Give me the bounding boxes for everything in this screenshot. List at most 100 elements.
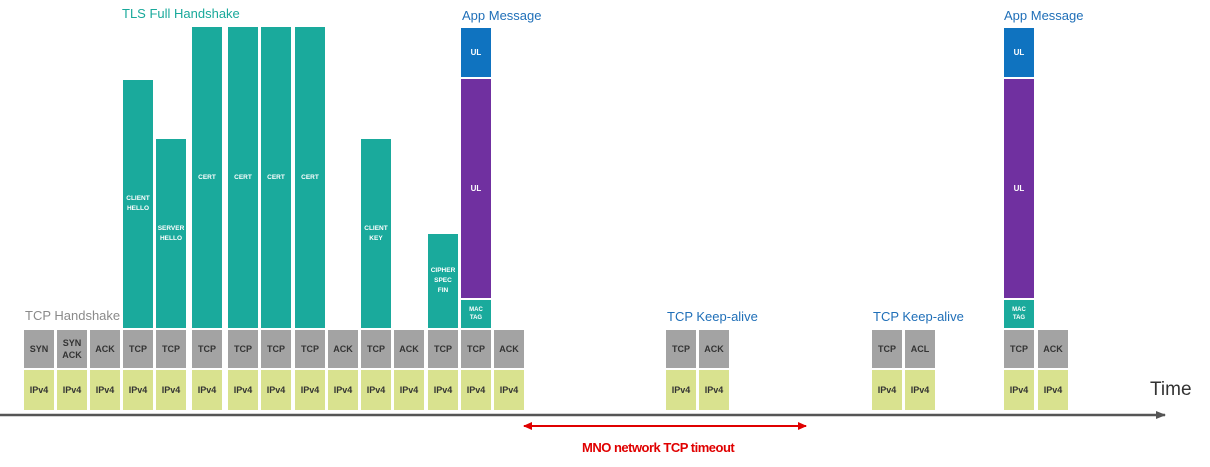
app-msg-2-mac-tag-block-text: MAC TAG — [1012, 307, 1026, 321]
server-hello-payload-block: SERVER HELLO — [156, 139, 186, 328]
cert-2-payload-block-text: CERT — [234, 173, 252, 181]
cert-4-header-block-text: TCP — [301, 344, 319, 354]
ack-5-header-block: ACK — [1038, 330, 1068, 368]
app-msg-1-ul-header-block: UL — [461, 28, 491, 77]
app-msg-2-ipv4-block: IPv4 — [1004, 370, 1034, 410]
ack-5-header-block-text: ACK — [1043, 344, 1063, 354]
cipher-spec-fin-payload-block-text: CIPHER SPEC FIN — [430, 267, 456, 294]
tls-full-handshake-label: TLS Full Handshake — [122, 6, 240, 21]
app-msg-1-ul-header-block-text: UL — [470, 48, 482, 57]
cert-1-payload-block: CERT — [192, 27, 222, 328]
ack-2-header-block: ACK — [328, 330, 358, 368]
cert-1-header-block: TCP — [192, 330, 222, 368]
cipher-spec-fin-payload-block: CIPHER SPEC FIN — [428, 234, 458, 328]
ack-5-ipv4-block-text: IPv4 — [1043, 385, 1063, 395]
syn-ack-header-block-text: SYN ACK — [62, 338, 82, 360]
client-key-payload-block: CLIENT KEY — [361, 139, 391, 328]
app-msg-2-ul-header-block: UL — [1004, 28, 1034, 77]
cert-4-header-block: TCP — [295, 330, 325, 368]
client-hello-header-block-text: TCP — [129, 344, 147, 354]
cert-3-header-block: TCP — [261, 330, 291, 368]
ack-2-header-block-text: ACK — [333, 344, 353, 354]
syn-ack-header-block: SYN ACK — [57, 330, 87, 368]
cert-4-payload-block-text: CERT — [301, 173, 319, 181]
cert-1-header-block-text: TCP — [198, 344, 216, 354]
cert-3-payload-block: CERT — [261, 27, 291, 328]
cipher-spec-fin-header-block: TCP — [428, 330, 458, 368]
ack-3-header-block-text: ACK — [399, 344, 419, 354]
app-msg-1-mac-tag-block-text: MAC TAG — [469, 307, 483, 321]
keepalive-1-tcp-header-block-text: TCP — [672, 344, 690, 354]
cert-2-payload-block: CERT — [228, 27, 258, 328]
app-message-label-1: App Message — [462, 8, 542, 23]
cert-3-header-block-text: TCP — [267, 344, 285, 354]
app-msg-2-ipv4-block-text: IPv4 — [1009, 385, 1029, 395]
server-hello-ipv4-block-text: IPv4 — [161, 385, 181, 395]
client-key-header-block-text: TCP — [367, 344, 385, 354]
cert-1-ipv4-block-text: IPv4 — [197, 385, 217, 395]
ack-5-ipv4-block: IPv4 — [1038, 370, 1068, 410]
ack-2-ipv4-block-text: IPv4 — [333, 385, 353, 395]
ack-1-header-block: ACK — [90, 330, 120, 368]
ack-1-ipv4-block: IPv4 — [90, 370, 120, 410]
server-hello-header-block-text: TCP — [162, 344, 180, 354]
app-msg-1-ul-payload-block-text: UL — [470, 184, 482, 193]
cert-2-header-block-text: TCP — [234, 344, 252, 354]
app-msg-1-ipv4-block-text: IPv4 — [466, 385, 486, 395]
app-msg-2-ul-payload-block-text: UL — [1013, 184, 1025, 193]
client-hello-ipv4-block-text: IPv4 — [128, 385, 148, 395]
app-msg-2-ul-payload-block: UL — [1004, 79, 1034, 298]
server-hello-ipv4-block: IPv4 — [156, 370, 186, 410]
app-message-label-2: App Message — [1004, 8, 1084, 23]
app-msg-2-header-block-text: TCP — [1010, 344, 1028, 354]
keepalive-1-ack-ipv4-block-text: IPv4 — [704, 385, 724, 395]
cert-2-header-block: TCP — [228, 330, 258, 368]
cert-3-ipv4-block-text: IPv4 — [266, 385, 286, 395]
keepalive-1-ack-header-block-text: ACK — [704, 344, 724, 354]
keepalive-2-acl-ipv4-block-text: IPv4 — [910, 385, 930, 395]
keepalive-1-tcp-header-block: TCP — [666, 330, 696, 368]
keepalive-2-tcp-header-block-text: TCP — [878, 344, 896, 354]
ack-1-header-block-text: ACK — [95, 344, 115, 354]
keepalive-2-tcp-ipv4-block-text: IPv4 — [877, 385, 897, 395]
client-hello-payload-block: CLIENT HELLO — [123, 80, 153, 328]
cert-2-ipv4-block-text: IPv4 — [233, 385, 253, 395]
client-key-header-block: TCP — [361, 330, 391, 368]
ack-1-ipv4-block-text: IPv4 — [95, 385, 115, 395]
server-hello-header-block: TCP — [156, 330, 186, 368]
keepalive-2-acl-ipv4-block: IPv4 — [905, 370, 935, 410]
ack-3-ipv4-block-text: IPv4 — [399, 385, 419, 395]
app-msg-2-header-block: TCP — [1004, 330, 1034, 368]
cert-1-ipv4-block: IPv4 — [192, 370, 222, 410]
ack-2-ipv4-block: IPv4 — [328, 370, 358, 410]
server-hello-payload-block-text: SERVER HELLO — [157, 224, 185, 242]
client-key-ipv4-block-text: IPv4 — [366, 385, 386, 395]
app-msg-2-ul-header-block-text: UL — [1013, 48, 1025, 57]
syn-header-block-text: SYN — [29, 344, 49, 354]
cert-4-ipv4-block: IPv4 — [295, 370, 325, 410]
tcp-keepalive-label-2: TCP Keep-alive — [873, 309, 964, 324]
cert-4-ipv4-block-text: IPv4 — [300, 385, 320, 395]
app-msg-1-header-block: TCP — [461, 330, 491, 368]
cipher-spec-fin-ipv4-block-text: IPv4 — [433, 385, 453, 395]
app-msg-1-mac-tag-block: MAC TAG — [461, 300, 491, 328]
cert-1-payload-block-text: CERT — [198, 173, 216, 181]
keepalive-2-acl-header-block: ACL — [905, 330, 935, 368]
keepalive-1-ack-ipv4-block: IPv4 — [699, 370, 729, 410]
tcp-keepalive-label-1: TCP Keep-alive — [667, 309, 758, 324]
keepalive-1-tcp-ipv4-block: IPv4 — [666, 370, 696, 410]
client-hello-ipv4-block: IPv4 — [123, 370, 153, 410]
ack-4-ipv4-block-text: IPv4 — [499, 385, 519, 395]
app-msg-2-mac-tag-block: MAC TAG — [1004, 300, 1034, 328]
time-axis-label: Time — [1150, 379, 1192, 400]
syn-ack-ipv4-block-text: IPv4 — [62, 385, 82, 395]
cipher-spec-fin-header-block-text: TCP — [434, 344, 452, 354]
cert-2-ipv4-block: IPv4 — [228, 370, 258, 410]
keepalive-1-tcp-ipv4-block-text: IPv4 — [671, 385, 691, 395]
app-msg-1-ipv4-block: IPv4 — [461, 370, 491, 410]
cipher-spec-fin-ipv4-block: IPv4 — [428, 370, 458, 410]
ack-4-ipv4-block: IPv4 — [494, 370, 524, 410]
keepalive-2-tcp-ipv4-block: IPv4 — [872, 370, 902, 410]
